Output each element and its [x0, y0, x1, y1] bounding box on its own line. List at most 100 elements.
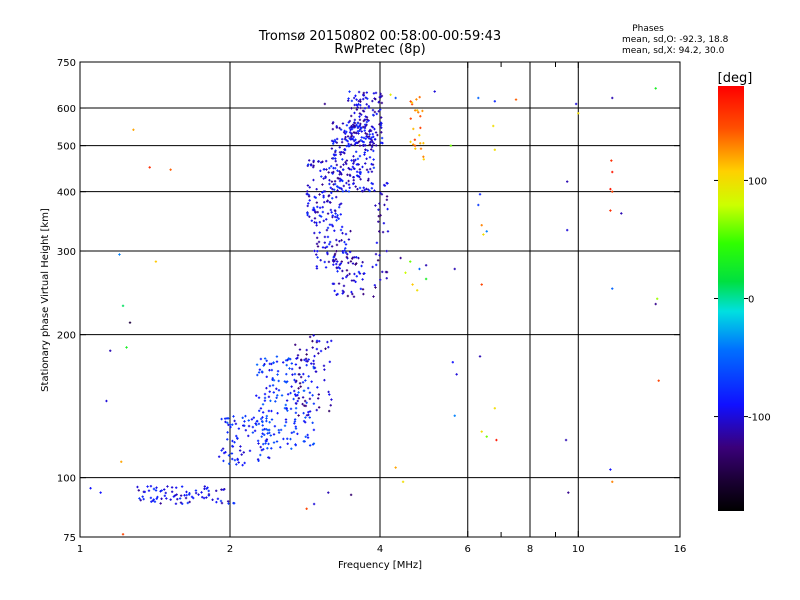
data-point — [139, 499, 142, 502]
data-point — [341, 158, 344, 161]
data-point — [292, 430, 296, 434]
data-point — [276, 412, 279, 415]
data-point — [362, 186, 365, 189]
data-point — [241, 416, 244, 420]
data-point — [154, 260, 158, 263]
data-point — [121, 533, 125, 536]
colorbar-tick-label: 100 — [748, 176, 767, 187]
data-point — [328, 223, 332, 226]
data-point — [243, 420, 246, 423]
data-point — [285, 399, 289, 402]
data-point — [313, 217, 317, 220]
data-point — [313, 249, 316, 253]
data-point — [237, 427, 241, 430]
data-point — [352, 123, 355, 126]
data-point — [611, 480, 614, 484]
data-point — [313, 366, 317, 370]
data-point — [329, 201, 332, 204]
data-point — [453, 414, 456, 417]
data-point — [348, 173, 352, 177]
data-point — [379, 108, 382, 111]
data-point — [154, 489, 158, 492]
data-point — [335, 238, 338, 242]
data-point — [328, 393, 331, 396]
data-point — [368, 133, 371, 136]
data-point — [340, 187, 343, 191]
data-point — [329, 404, 332, 407]
data-point — [367, 170, 370, 174]
data-point — [409, 100, 412, 103]
data-point — [340, 225, 344, 229]
data-point — [216, 497, 220, 501]
data-point — [372, 166, 376, 170]
data-point — [257, 422, 261, 426]
data-point — [346, 274, 349, 277]
y-tick-label: 600 — [57, 104, 76, 115]
data-point — [333, 188, 336, 191]
data-point — [331, 122, 334, 125]
data-point — [361, 165, 364, 169]
data-point — [286, 358, 289, 362]
data-point — [313, 354, 316, 358]
data-point — [263, 399, 267, 402]
data-point — [330, 139, 334, 143]
data-point — [318, 231, 321, 234]
data-point — [361, 278, 364, 281]
data-point — [235, 463, 238, 466]
data-point — [293, 422, 296, 425]
data-point — [347, 183, 351, 186]
data-point — [150, 500, 153, 503]
data-point — [324, 246, 327, 250]
data-point — [312, 334, 315, 337]
data-point — [348, 126, 351, 130]
data-point — [620, 212, 623, 215]
data-point — [309, 163, 313, 166]
data-point — [316, 386, 319, 389]
data-point — [360, 130, 363, 133]
data-point — [202, 496, 206, 500]
data-point — [321, 183, 324, 186]
data-point — [310, 362, 313, 365]
data-point — [349, 229, 352, 233]
data-point — [321, 246, 325, 249]
data-point — [188, 500, 191, 504]
data-point — [368, 143, 372, 146]
data-point — [291, 373, 294, 376]
colorbar-label: [deg] — [718, 71, 753, 86]
data-point — [274, 400, 277, 403]
data-point — [308, 397, 312, 401]
data-point — [366, 97, 369, 100]
data-point — [366, 149, 369, 152]
data-point — [137, 489, 140, 492]
data-point — [317, 406, 321, 409]
data-point — [275, 440, 279, 443]
data-point — [257, 371, 261, 374]
data-point — [330, 191, 333, 195]
data-point — [257, 396, 261, 399]
grid-layer — [80, 62, 680, 537]
data-point — [301, 402, 304, 406]
data-point — [311, 346, 314, 349]
data-point — [344, 189, 348, 192]
data-point — [225, 417, 229, 420]
data-point — [294, 443, 297, 447]
data-point — [373, 284, 377, 287]
data-point — [342, 290, 345, 294]
data-point — [340, 260, 343, 263]
data-point — [226, 438, 229, 441]
data-point — [305, 401, 308, 404]
data-point — [313, 195, 316, 199]
data-point — [367, 104, 371, 108]
data-point — [343, 129, 346, 133]
data-point — [344, 247, 347, 250]
data-point — [356, 174, 359, 178]
data-point — [312, 402, 316, 405]
data-point — [328, 360, 332, 364]
data-point — [352, 176, 355, 179]
data-point — [185, 493, 188, 497]
data-point — [288, 367, 291, 370]
data-point — [265, 386, 268, 390]
data-point — [478, 193, 482, 196]
data-point — [236, 458, 239, 462]
data-point — [304, 416, 307, 419]
